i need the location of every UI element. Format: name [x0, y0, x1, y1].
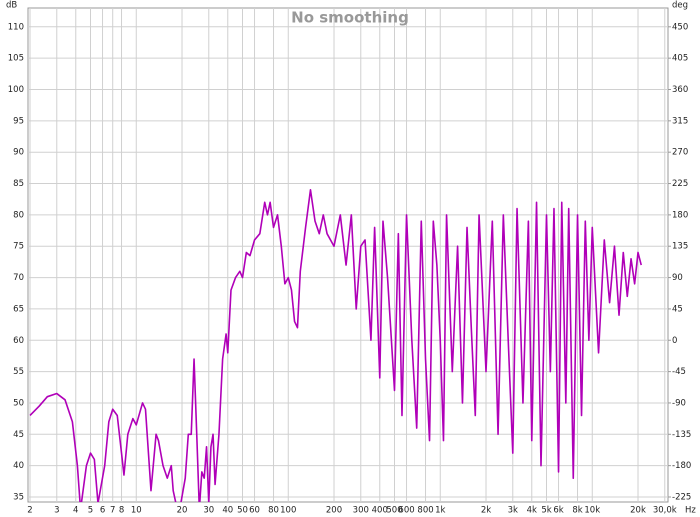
y2-tick-label: 405 — [672, 54, 688, 64]
y2-tick-label: 360 — [672, 85, 688, 95]
y-tick-label: 90 — [13, 148, 24, 158]
y2-tick-label: 450 — [672, 22, 688, 32]
x-tick-label: 1k — [435, 506, 445, 516]
x-tick-label: 3 — [54, 506, 59, 516]
y-tick-label: 35 — [13, 492, 24, 502]
x-tick-label: 500 — [386, 506, 402, 516]
y-axis-unit: dB — [6, 1, 17, 11]
grid — [28, 8, 668, 502]
y2-tick-label: 270 — [672, 148, 688, 158]
y2-tick-label: 315 — [672, 116, 688, 126]
response-line — [29, 189, 643, 502]
y2-tick-label: 135 — [672, 242, 688, 252]
y-tick-label: 85 — [13, 179, 24, 189]
y-tick-label: 100 — [8, 85, 24, 95]
y2-tick-label: 45 — [672, 304, 683, 314]
y-tick-label: 55 — [13, 367, 24, 377]
x-tick-label: 4 — [73, 506, 78, 516]
y-tick-label: 105 — [8, 54, 24, 64]
y-tick-label: 80 — [13, 210, 24, 220]
y-tick-label: 110 — [8, 22, 24, 32]
x-tick-label: 100 — [280, 506, 296, 516]
y2-tick-label: 90 — [672, 273, 683, 283]
x-tick-label: 5 — [88, 506, 93, 516]
y-tick-label: 75 — [13, 242, 24, 252]
x-tick-label: 300 — [353, 506, 369, 516]
y-tick-label: 50 — [13, 398, 24, 408]
x-tick-label: 2 — [27, 506, 32, 516]
y2-tick-label: 0 — [672, 336, 677, 346]
x-tick-label: 2k — [481, 506, 491, 516]
x-axis-unit: Hz — [685, 506, 696, 516]
x-tick-label: 20k — [630, 506, 646, 516]
y2-tick-label: -45 — [672, 367, 686, 377]
x-tick-label: 50 — [237, 506, 248, 516]
x-tick-label: 6 — [100, 506, 105, 516]
x-tick-label: 60 — [249, 506, 260, 516]
y2-axis-unit: deg — [672, 1, 688, 11]
x-tick-label: 4k — [527, 506, 537, 516]
x-tick-label: 40 — [222, 506, 233, 516]
y2-tick-label: 180 — [672, 210, 688, 220]
x-tick-label: 200 — [326, 506, 342, 516]
chart-title: No smoothing — [291, 9, 409, 27]
x-tick-label: 80 — [268, 506, 279, 516]
y2-tick-label: -225 — [672, 492, 691, 502]
y-tick-label: 40 — [13, 461, 24, 471]
x-tick-label: 6k — [553, 506, 563, 516]
x-tick-label: 30 — [203, 506, 214, 516]
x-tick-label: 800 — [417, 506, 433, 516]
y-tick-label: 95 — [13, 116, 24, 126]
y2-tick-label: -135 — [672, 430, 691, 440]
x-tick-label: 600 — [398, 506, 414, 516]
x-tick-label: 10k — [584, 506, 600, 516]
x-tick-label: 7 — [110, 506, 115, 516]
x-tick-label: 20 — [177, 506, 188, 516]
y2-tick-label: 225 — [672, 179, 688, 189]
y2-tick-label: -90 — [672, 398, 686, 408]
x-tick-label: 30,0k — [653, 506, 677, 516]
x-tick-label: 8 — [119, 506, 124, 516]
y-tick-label: 65 — [13, 304, 24, 314]
y-tick-label: 45 — [13, 430, 24, 440]
y-tick-label: 60 — [13, 336, 24, 346]
x-tick-label: 5k — [541, 506, 551, 516]
x-tick-label: 3k — [508, 506, 518, 516]
x-tick-label: 400 — [372, 506, 388, 516]
y-tick-label: 70 — [13, 273, 24, 283]
x-tick-label: 10 — [131, 506, 142, 516]
y2-tick-label: -180 — [672, 461, 691, 471]
x-tick-label: 8k — [572, 506, 582, 516]
